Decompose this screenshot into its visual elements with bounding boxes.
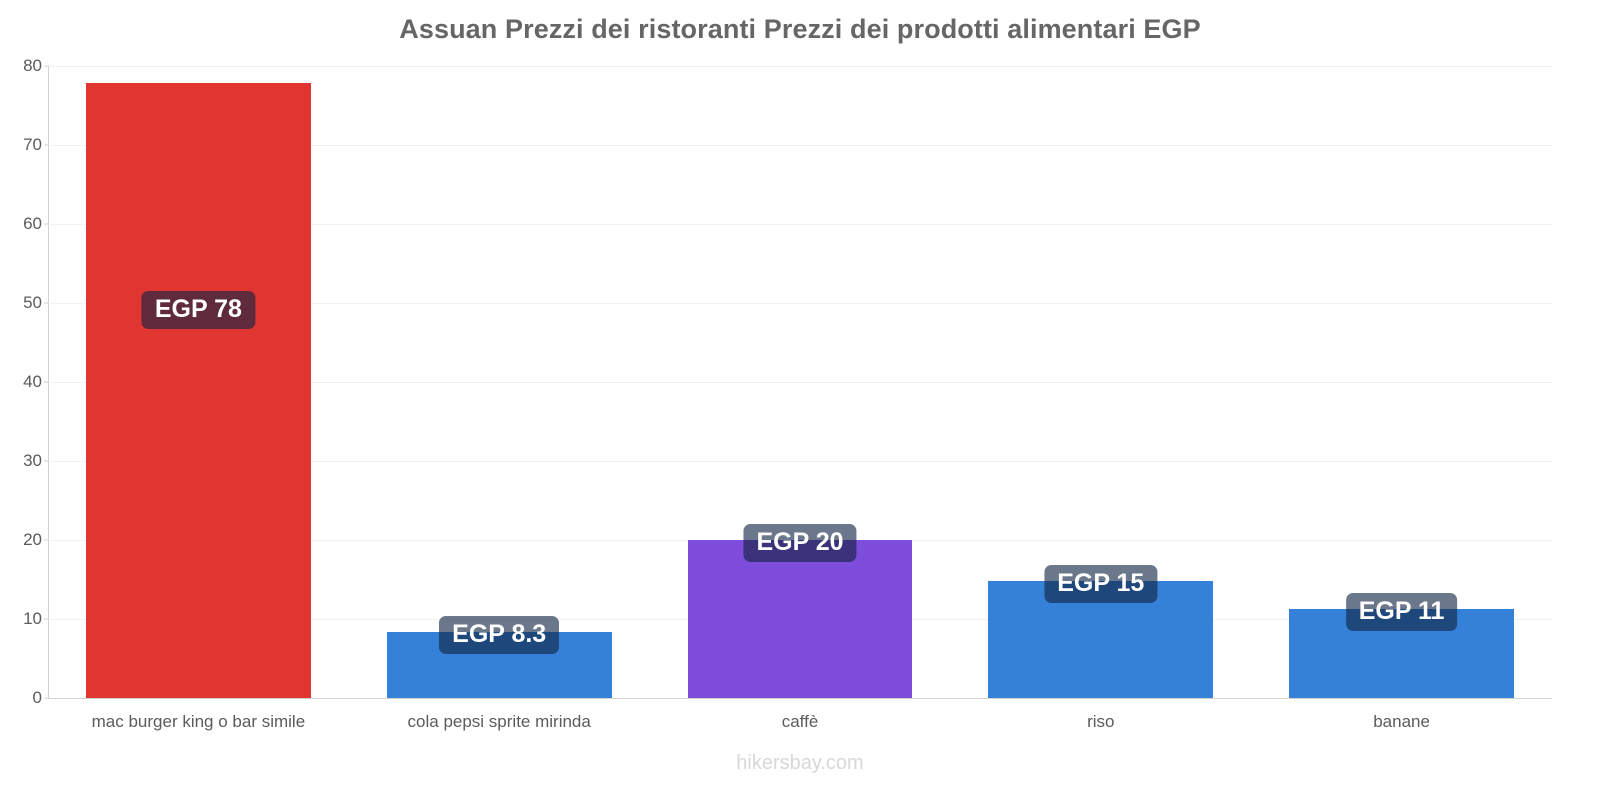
y-axis-tick-mark (44, 65, 49, 67)
y-axis-tick-mark (44, 223, 49, 225)
y-axis-tick-label: 60 (23, 214, 42, 233)
y-axis-tick-label: 10 (23, 609, 42, 628)
gridline (48, 303, 1552, 304)
watermark: hikersbay.com (736, 752, 864, 774)
y-axis-tick-mark (44, 144, 49, 146)
gridline (48, 66, 1552, 67)
x-axis-tick-label: riso (1087, 712, 1115, 731)
bar-value-label: EGP 20 (743, 524, 857, 562)
y-axis-tick-label: 50 (23, 293, 42, 312)
y-axis-tick-mark (44, 539, 49, 541)
y-axis-tick-mark (44, 618, 49, 620)
y-axis-tick-label: 30 (23, 451, 42, 470)
x-axis-tick-label: caffè (781, 712, 819, 731)
bar[interactable] (687, 540, 913, 698)
bar[interactable] (85, 83, 311, 698)
y-axis-tick-label: 80 (23, 56, 42, 75)
y-axis-tick-label: 70 (23, 135, 42, 154)
chart-title: Assuan Prezzi dei ristoranti Prezzi dei … (399, 14, 1201, 44)
bar-value-label: EGP 11 (1345, 592, 1458, 631)
x-axis-tick-label: mac burger king o bar simile (91, 712, 306, 731)
gridline (48, 224, 1552, 225)
y-axis-tick-mark (44, 381, 49, 383)
y-axis-tick-label: 20 (23, 530, 42, 549)
x-axis-tick-label: banane (1373, 712, 1430, 731)
y-axis-tick-mark (44, 697, 49, 699)
y-axis-tick-mark (44, 460, 49, 462)
gridline (48, 382, 1552, 383)
plot-area: EGP 78 EGP 8.3 EGP 20 EGP 15 EGP 11 (48, 66, 1552, 699)
bar-value-label: EGP 78 (141, 291, 255, 330)
gridline (48, 698, 1552, 699)
y-axis-tick-label: 0 (32, 688, 42, 707)
bar-value-label: EGP 8.3 (439, 616, 560, 655)
bar-value-label: EGP 15 (1044, 565, 1158, 604)
y-axis-tick-label: 40 (23, 372, 42, 391)
x-axis-tick-label: cola pepsi sprite mirinda (407, 712, 591, 731)
y-axis-tick-mark (44, 302, 49, 304)
gridline (48, 461, 1552, 462)
gridline (48, 145, 1552, 146)
